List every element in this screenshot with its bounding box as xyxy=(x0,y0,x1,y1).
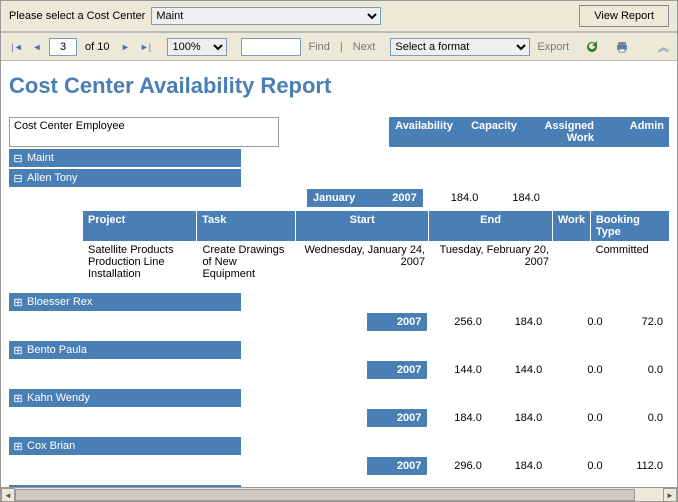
employee-name: Cox Brian xyxy=(27,440,75,452)
metric-admin: 0.0 xyxy=(609,409,669,427)
col-admin: Admin xyxy=(599,117,669,147)
prev-page-icon[interactable]: ◄ xyxy=(29,39,45,55)
viewer-toolbar: |◄ ◄ of 10 ► ►| 100% Find | Next Select … xyxy=(1,33,677,61)
year-cell: 2007 xyxy=(361,189,423,207)
cc-group-row[interactable]: ⊟ Maint xyxy=(9,149,241,167)
cell-task: Create Drawings of New Equipment xyxy=(197,241,296,283)
col-task: Task xyxy=(197,211,296,241)
cost-center-select[interactable]: Maint xyxy=(151,7,381,25)
col-booking: Booking Type xyxy=(591,211,669,241)
expand-icon[interactable]: ⊞ xyxy=(13,440,23,453)
zoom-select[interactable]: 100% xyxy=(167,38,227,56)
expand-icon[interactable]: ⊟ xyxy=(13,152,23,165)
col-project: Project xyxy=(83,211,197,241)
find-separator: | xyxy=(337,41,346,53)
year-cell: 2007 xyxy=(367,361,427,379)
col-end: End xyxy=(429,211,553,241)
metric-availability: 184.0 xyxy=(427,409,487,427)
employee-row[interactable]: ⊞ Bloesser Rex xyxy=(9,293,241,311)
year-cell: 2007 xyxy=(367,457,427,475)
scroll-thumb[interactable] xyxy=(15,489,635,501)
refresh-icon[interactable] xyxy=(584,39,600,55)
cell-work xyxy=(554,241,591,247)
cell-project: Satellite Products Production Line Insta… xyxy=(83,241,197,283)
horizontal-scrollbar[interactable]: ◄ ► xyxy=(1,487,677,501)
collapse-params-icon[interactable]: ︽ xyxy=(658,39,669,55)
metric-assigned xyxy=(546,195,608,201)
page-number-input[interactable] xyxy=(49,38,77,56)
metric-capacity: 184.0 xyxy=(484,189,546,207)
metric-availability: 296.0 xyxy=(427,457,487,475)
next-page-icon[interactable]: ► xyxy=(117,39,133,55)
expand-icon[interactable]: ⊟ xyxy=(13,172,23,185)
cell-start: Wednesday, January 24, 2007 xyxy=(297,241,430,271)
cc-employee-header: Cost Center Employee xyxy=(9,117,279,147)
first-page-icon[interactable]: |◄ xyxy=(9,39,25,55)
metric-capacity: 144.0 xyxy=(488,361,548,379)
expand-icon[interactable]: ⊞ xyxy=(13,296,23,309)
expand-icon[interactable]: ⊞ xyxy=(13,344,23,357)
metric-admin: 112.0 xyxy=(609,457,669,475)
find-label[interactable]: Find xyxy=(305,41,332,53)
metric-capacity: 184.0 xyxy=(488,313,548,331)
year-cell: 2007 xyxy=(367,313,427,331)
metric-assigned: 0.0 xyxy=(548,313,608,331)
find-input[interactable] xyxy=(241,38,301,56)
report-viewer-window: Please select a Cost Center Maint View R… xyxy=(0,0,678,502)
col-start: Start xyxy=(296,211,429,241)
parameter-bar: Please select a Cost Center Maint View R… xyxy=(1,1,677,33)
view-report-button[interactable]: View Report xyxy=(579,5,669,27)
employee-row[interactable]: ⊞ Cox Brian xyxy=(9,437,241,455)
cell-booking: Committed xyxy=(591,241,669,259)
year-cell: 2007 xyxy=(367,409,427,427)
metric-capacity: 184.0 xyxy=(488,457,548,475)
param-label: Please select a Cost Center xyxy=(9,10,145,22)
metric-assigned: 0.0 xyxy=(548,409,608,427)
report-body: Cost Center Availability Report Cost Cen… xyxy=(1,61,677,487)
page-total-label: of 10 xyxy=(81,41,113,53)
employee-row[interactable]: ⊞ Kahn Wendy xyxy=(9,389,241,407)
employee-name: Kahn Wendy xyxy=(27,392,90,404)
col-work: Work xyxy=(553,211,591,241)
metric-assigned: 0.0 xyxy=(548,457,608,475)
col-capacity: Capacity xyxy=(459,117,529,147)
employee-name: Bloesser Rex xyxy=(27,296,92,308)
employee-name: Allen Tony xyxy=(27,172,78,184)
metric-availability: 256.0 xyxy=(427,313,487,331)
export-format-select[interactable]: Select a format xyxy=(390,38,530,56)
report-title: Cost Center Availability Report xyxy=(9,73,669,99)
metric-admin: 72.0 xyxy=(609,313,669,331)
last-page-icon[interactable]: ►| xyxy=(137,39,153,55)
print-icon[interactable] xyxy=(614,39,630,55)
scroll-right-icon[interactable]: ► xyxy=(663,488,677,502)
metric-availability: 184.0 xyxy=(423,189,485,207)
employee-row-expanded[interactable]: ⊟ Allen Tony xyxy=(9,169,241,187)
month-label: January xyxy=(307,189,361,207)
cell-end: Tuesday, February 20, 2007 xyxy=(430,241,554,271)
metric-availability: 144.0 xyxy=(427,361,487,379)
employee-row[interactable]: ⊞ Bento Paula xyxy=(9,341,241,359)
metric-admin: 0.0 xyxy=(609,361,669,379)
col-assigned-work: Assigned Work xyxy=(529,117,599,147)
scroll-left-icon[interactable]: ◄ xyxy=(1,488,15,502)
metric-assigned: 0.0 xyxy=(548,361,608,379)
expand-icon[interactable]: ⊞ xyxy=(13,392,23,405)
col-availability: Availability xyxy=(389,117,459,147)
metric-capacity: 184.0 xyxy=(488,409,548,427)
cc-group-label: Maint xyxy=(27,152,54,164)
next-label[interactable]: Next xyxy=(350,41,379,53)
export-label[interactable]: Export xyxy=(534,41,572,53)
metric-admin xyxy=(607,195,669,201)
employee-name: Bento Paula xyxy=(27,344,87,356)
